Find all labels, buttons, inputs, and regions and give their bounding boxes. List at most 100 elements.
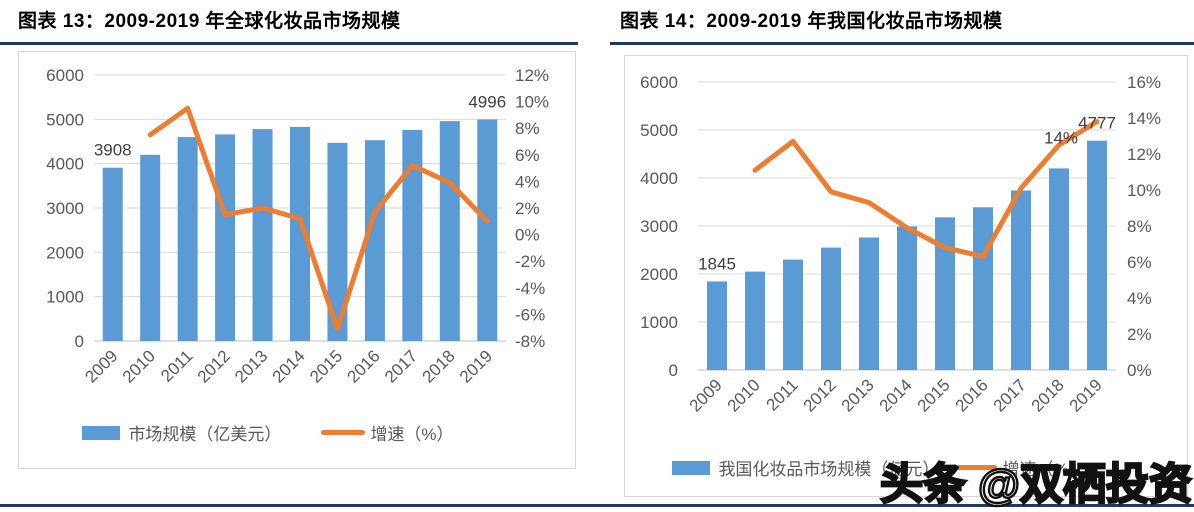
legend-label-market-size: 我国化妆品市场规模（亿元）: [718, 460, 940, 479]
right-axis-tick-label: 12%: [1127, 145, 1161, 164]
bar-2012: [215, 134, 236, 341]
figure-14-legend: 我国化妆品市场规模（亿元） 增速（%）: [624, 455, 1134, 480]
left-axis-tick-label: 1000: [640, 313, 678, 332]
right-axis-tick-label: 4%: [1127, 289, 1152, 308]
bar-2018: [1049, 168, 1069, 370]
figure-13-legend: 市场规模（亿美元） 增速（%）: [18, 420, 518, 445]
bar-2011: [783, 259, 803, 370]
x-category-label: 2016: [952, 375, 992, 415]
bar-2016: [364, 140, 385, 341]
right-axis-tick-label: -4%: [515, 279, 545, 298]
right-axis-tick-label: -2%: [515, 252, 545, 271]
legend-label-market-size: 市场规模（亿美元）: [128, 425, 282, 444]
bar-2013: [859, 237, 879, 370]
bar-2015: [327, 142, 348, 341]
footer-rule: [0, 504, 1194, 507]
right-axis-tick-label: 6%: [515, 146, 540, 165]
bar-2009: [102, 167, 123, 341]
right-axis-tick-label: 8%: [1127, 217, 1152, 236]
figure-13-plot: 0 1000 2000 3000 4000 5000 6000 -8% -6% -4% -2% 0% 2…: [46, 66, 549, 387]
left-axis-tick-label: 5000: [46, 110, 84, 129]
right-axis-tick-label: 4%: [515, 172, 540, 191]
figure-14-title: 图表 14：2009-2019 年我国化妆品市场规模: [620, 11, 1003, 32]
x-category-label: 2014: [876, 375, 916, 415]
x-category-label: 2012: [194, 346, 234, 386]
right-axis-tick-label: 8%: [515, 119, 540, 138]
left-axis-tick-label: 4000: [640, 169, 678, 188]
bar-2017: [1011, 190, 1031, 370]
left-axis-tick-label: 2000: [46, 243, 84, 262]
figure-13-chart-box: 0 1000 2000 3000 4000 5000 6000 -8% -6% -4% -2% 0% 2…: [18, 51, 576, 469]
bar-2014: [897, 226, 917, 370]
figure-14-plot: 0 1000 2000 3000 4000 5000 6000 0% 2% 4% 6% 8% 10% 12…: [640, 73, 1161, 416]
x-category-label: 2014: [269, 346, 309, 386]
data-label: 14%: [1044, 129, 1078, 148]
x-category-label: 2011: [763, 375, 802, 414]
x-category-label: 2018: [418, 346, 458, 386]
bar-2013: [252, 129, 273, 341]
legend-item-growth: 增速（%）: [953, 455, 1086, 480]
left-axis-tick-label: 6000: [640, 73, 678, 92]
right-axis-tick-label: 2%: [1127, 325, 1152, 344]
left-axis-tick-label: 0: [75, 332, 84, 351]
left-axis-tick-label: 1000: [46, 288, 84, 307]
bar-2016: [973, 207, 993, 370]
bar-series-swatch: [672, 460, 711, 475]
line-series-swatch: [321, 430, 366, 435]
left-axis-tick-label: 4000: [46, 155, 84, 174]
right-axis-tick-label: 2%: [515, 199, 540, 218]
figure-14-title-rule: [610, 42, 1194, 45]
figure-13-title-rule: [0, 42, 578, 45]
legend-item-growth: 增速（%）: [321, 420, 454, 445]
left-axis-tick-label: 3000: [640, 217, 678, 236]
bar-2014: [290, 126, 310, 342]
bar-2018: [439, 121, 460, 342]
data-label: 4777: [1078, 114, 1116, 133]
right-axis-tick-label: 6%: [1127, 253, 1152, 272]
bar-2012: [821, 247, 841, 370]
right-axis-tick-label: 0%: [515, 226, 540, 245]
right-axis-tick-label: 16%: [1127, 73, 1161, 92]
figure-14-chart-box: 0 1000 2000 3000 4000 5000 6000 0% 2% 4% 6% 8% 10% 12…: [624, 55, 1188, 497]
bar-2017: [402, 129, 423, 341]
x-category-label: 2017: [990, 375, 1030, 415]
x-category-label: 2009: [686, 375, 726, 415]
bar-2009: [707, 281, 727, 370]
right-axis-tick-label: 0%: [1127, 361, 1152, 380]
bar-2019: [1087, 140, 1107, 370]
bar-2011: [177, 137, 198, 341]
growth-rate-line: [752, 119, 1100, 260]
bar-2015: [935, 217, 955, 370]
x-category-label: 2009: [81, 346, 121, 386]
left-axis-tick-label: 0: [669, 361, 678, 380]
data-label: 4996: [468, 93, 506, 112]
right-axis-tick-label: -6%: [515, 305, 545, 324]
x-category-label: 2017: [381, 346, 421, 386]
bar-series-swatch: [82, 425, 121, 440]
bar-2019: [477, 119, 498, 341]
left-axis-tick-label: 3000: [46, 199, 84, 218]
x-category-label: 2010: [119, 346, 159, 386]
right-axis-tick-label: 10%: [1127, 181, 1161, 200]
bar-2010: [745, 271, 765, 370]
x-category-label: 2019: [456, 346, 496, 386]
x-category-label: 2013: [231, 346, 271, 386]
left-axis-tick-label: 6000: [46, 66, 84, 85]
line-series-swatch: [953, 465, 998, 470]
x-category-label: 2010: [724, 375, 764, 415]
figure-13-title: 图表 13：2009-2019 年全球化妆品市场规模: [18, 11, 401, 32]
growth-rate-line: [147, 105, 490, 332]
right-axis-tick-label: 12%: [515, 66, 549, 85]
legend-label-growth: 增速（%）: [1002, 460, 1086, 479]
x-category-label: 2018: [1028, 375, 1068, 415]
x-category-label: 2015: [306, 346, 346, 386]
x-category-label: 2011: [157, 346, 196, 385]
right-axis-tick-label: 10%: [515, 93, 549, 112]
x-category-label: 2016: [344, 346, 384, 386]
right-axis-tick-label: 14%: [1127, 109, 1161, 128]
x-category-label: 2013: [838, 375, 878, 415]
left-axis-tick-label: 2000: [640, 265, 678, 284]
x-category-label: 2012: [800, 375, 840, 415]
data-label: 1845: [698, 254, 736, 273]
